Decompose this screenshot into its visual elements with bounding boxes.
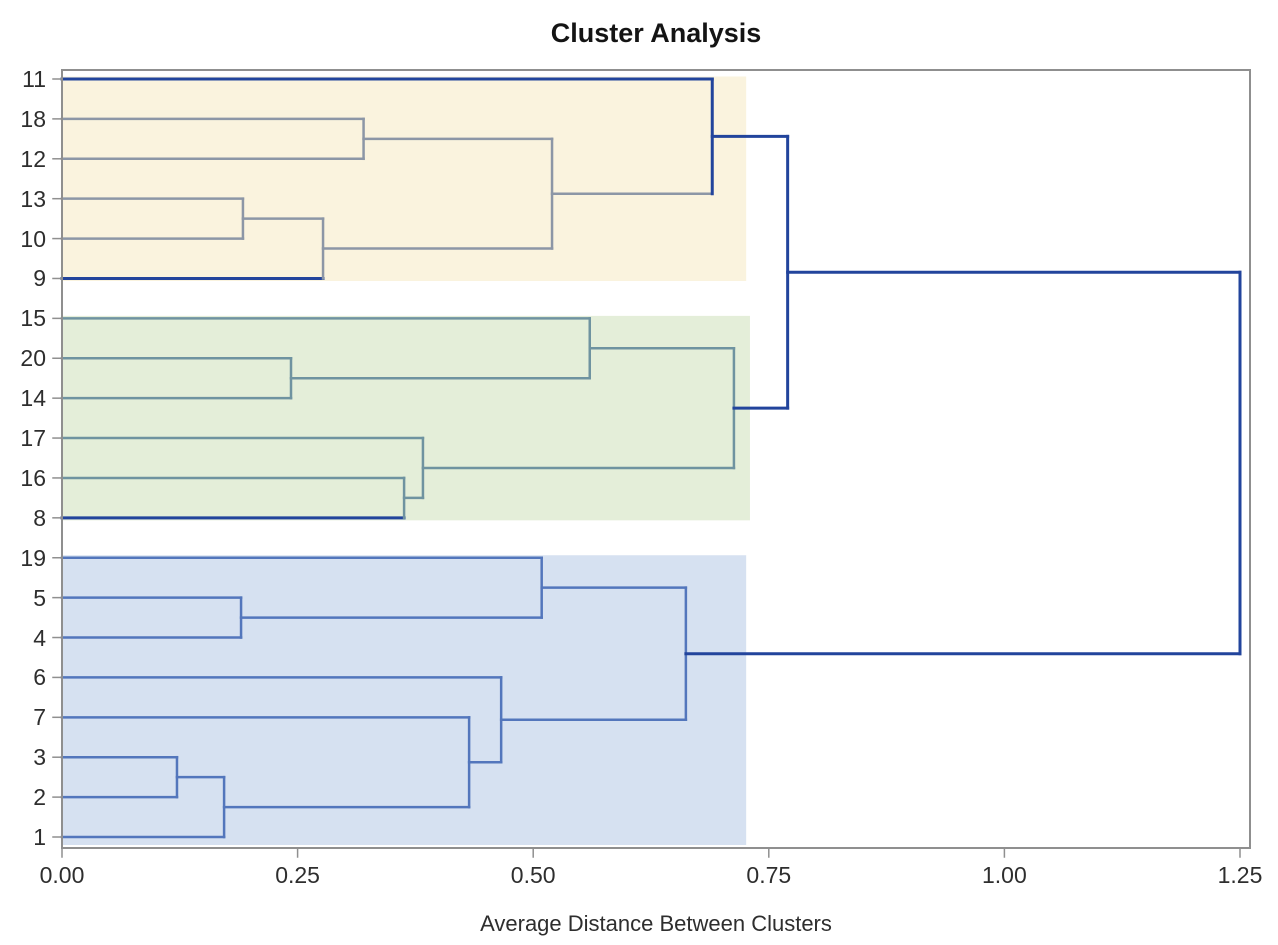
leaf-label-9: 9: [33, 265, 46, 292]
x-tick-label-1.25: 1.25: [1217, 862, 1263, 888]
leaf-label-15: 15: [20, 305, 46, 332]
leaf-label-6: 6: [33, 664, 46, 691]
leaf-label-14: 14: [20, 385, 46, 412]
x-tick-label-0.50: 0.50: [510, 862, 556, 888]
leaf-label-20: 20: [20, 345, 46, 372]
leaf-label-17: 17: [20, 425, 46, 452]
leaf-label-13: 13: [20, 185, 46, 212]
leaf-label-7: 7: [33, 704, 46, 731]
cluster-band-cluster-2: [63, 315, 750, 521]
leaf-label-4: 4: [33, 624, 46, 651]
x-axis-title: Average Distance Between Clusters: [480, 911, 832, 936]
leaf-label-5: 5: [33, 584, 46, 611]
cluster-band-cluster-1: [63, 76, 747, 281]
chart-title: Cluster Analysis: [550, 18, 762, 48]
x-tick-label-0.25: 0.25: [275, 862, 320, 888]
leaf-label-8: 8: [33, 504, 46, 531]
leaf-label-16: 16: [20, 464, 46, 491]
leaf-label-12: 12: [20, 145, 46, 172]
leaf-label-11: 11: [22, 66, 46, 92]
leaf-label-1: 1: [33, 824, 46, 850]
x-tick-label-1.00: 1.00: [982, 862, 1027, 888]
leaf-label-19: 19: [20, 544, 46, 571]
plot-border: [61, 69, 1251, 849]
x-tick-label-0.75: 0.75: [746, 862, 792, 888]
x-tick-label-0.00: 0.00: [39, 862, 85, 888]
leaf-label-3: 3: [33, 744, 46, 771]
leaf-label-10: 10: [20, 225, 46, 252]
leaf-label-18: 18: [20, 105, 46, 132]
leaf-label-2: 2: [33, 784, 46, 811]
